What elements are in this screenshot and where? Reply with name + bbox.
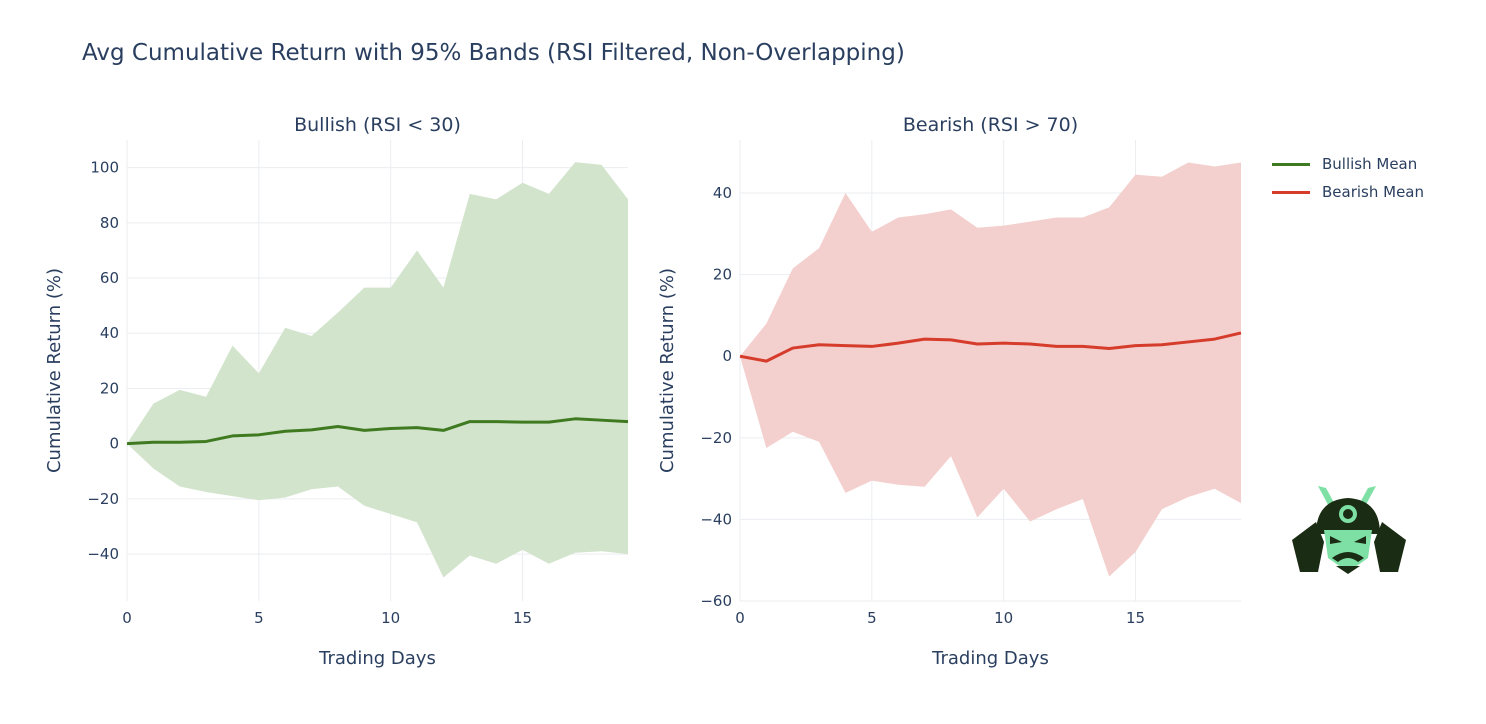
x-tick-label: 15	[1126, 609, 1145, 627]
x-tick-label: 5	[254, 609, 264, 627]
mean-line-bullish[interactable]	[126, 417, 629, 446]
legend[interactable]: Bullish Mean Bearish Mean	[1272, 150, 1424, 206]
samurai-helmet-logo-icon	[1292, 486, 1406, 574]
subplot-title: Bullish (RSI < 30)	[294, 114, 461, 136]
y-tick-label: 20	[713, 266, 732, 284]
y-tick-label: 40	[713, 184, 732, 202]
legend-item-bullish[interactable]: Bullish Mean	[1272, 150, 1424, 178]
y-tick-label: 100	[90, 159, 119, 177]
legend-label-bullish: Bullish Mean	[1322, 155, 1418, 173]
x-tick-label: 10	[381, 609, 400, 627]
y-tick-label: −20	[700, 429, 732, 447]
subplot-bearish[interactable]: 0 5 10 15 −60 −40 −20 0 20 40 Bearish (RSI > 70) Tr…	[657, 114, 1242, 669]
y-tick-label: 20	[100, 379, 119, 397]
y-tick-label: −60	[700, 592, 732, 610]
subplot-title: Bearish (RSI > 70)	[903, 114, 1078, 136]
mean-line-bearish[interactable]	[739, 331, 1242, 363]
y-tick-label: 0	[722, 347, 732, 365]
x-axis-label: Trading Days	[931, 648, 1049, 669]
y-tick-label: −20	[87, 490, 119, 508]
x-tick-label: 0	[735, 609, 745, 627]
y-tick-label: −40	[87, 545, 119, 563]
y-tick-label: 80	[100, 214, 119, 232]
confidence-band-bearish	[740, 162, 1241, 577]
x-tick-label: 15	[513, 609, 532, 627]
y-tick-label: 0	[109, 435, 119, 453]
y-axis-label: Cumulative Return (%)	[44, 268, 65, 473]
y-axis-label: Cumulative Return (%)	[657, 268, 678, 473]
chart-title: Avg Cumulative Return with 95% Bands (RS…	[82, 40, 905, 66]
x-tick-label: 10	[994, 609, 1013, 627]
legend-swatch-bearish	[1272, 190, 1310, 194]
legend-item-bearish[interactable]: Bearish Mean	[1272, 178, 1424, 206]
y-tick-label: −40	[700, 510, 732, 528]
y-tick-label: 40	[100, 324, 119, 342]
subplot-bullish[interactable]: 0 5 10 15 −40 −20 0 20 40 60 80 100 Bullish (RSI < 3…	[44, 114, 629, 669]
x-axis-label: Trading Days	[318, 648, 436, 669]
legend-swatch-bullish	[1272, 162, 1310, 166]
confidence-band-bullish	[127, 162, 628, 578]
x-tick-label: 0	[122, 609, 132, 627]
y-tick-label: 60	[100, 269, 119, 287]
legend-label-bearish: Bearish Mean	[1322, 183, 1425, 201]
x-tick-label: 5	[867, 609, 877, 627]
